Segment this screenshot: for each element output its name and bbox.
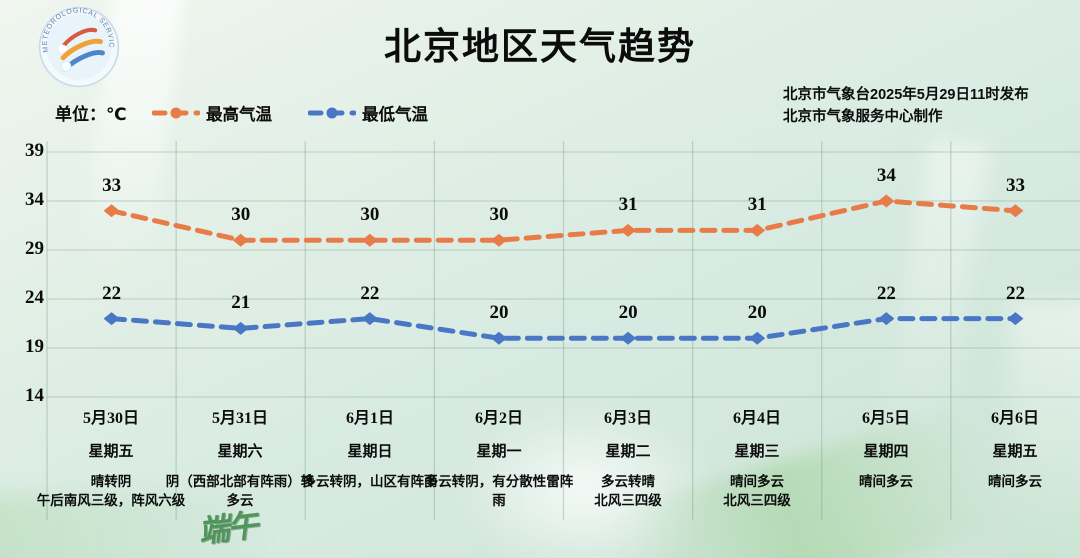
low-value-label: 22 bbox=[102, 282, 122, 304]
y-axis-tick-label: 39 bbox=[25, 140, 44, 161]
legend-low-label: 最低气温 bbox=[362, 106, 428, 124]
low-temp-legend-swatch bbox=[308, 107, 356, 119]
high-value-label: 34 bbox=[876, 165, 896, 186]
low-temp-marker bbox=[878, 312, 895, 326]
day-weather: 多云转阴，山区有阵雨 bbox=[302, 474, 438, 489]
y-axis-tick-label: 19 bbox=[25, 336, 44, 357]
y-axis-tick-label: 34 bbox=[25, 189, 44, 210]
day-weekday: 星期日 bbox=[347, 443, 393, 460]
page-title: 北京地区天气趋势 bbox=[384, 26, 696, 67]
release-info: 北京市气象台2025年5月29日11时发布 北京市气象服务中心制作 bbox=[783, 85, 1029, 129]
day-weekday: 星期三 bbox=[734, 443, 780, 460]
legend-high-temp: 最高气温 bbox=[152, 101, 272, 125]
day-column-3: 6月1日 星期日 多云转阴，山区有阵雨 bbox=[295, 404, 445, 492]
day-date: 5月30日 bbox=[82, 410, 139, 427]
day-date: 6月1日 bbox=[345, 410, 394, 427]
day-column-6: 6月4日 星期三 晴间多云 北风三四级 bbox=[682, 404, 832, 511]
high-value-label: 30 bbox=[360, 204, 380, 226]
low-value-label: 22 bbox=[1005, 282, 1025, 304]
day-weather: 多云转阴，有分散性雷阵雨 bbox=[424, 474, 574, 508]
day-weekday: 星期五 bbox=[992, 443, 1038, 460]
logo-red-swoosh bbox=[61, 27, 98, 48]
day-column-7: 6月5日 星期四 晴间多云 bbox=[811, 404, 961, 492]
day-weather: 晴间多云 bbox=[859, 474, 913, 489]
y-axis-tick-label: 24 bbox=[25, 287, 44, 308]
low-value-label: 20 bbox=[618, 302, 638, 324]
low-value-label: 20 bbox=[747, 302, 767, 324]
low-temp-marker bbox=[749, 331, 766, 345]
day-weather: 晴转阴 午后南风三级，阵风六级 bbox=[36, 474, 186, 508]
day-weekday: 星期五 bbox=[88, 443, 134, 460]
day-date: 5月31日 bbox=[211, 410, 268, 427]
logo-sun-mark bbox=[60, 60, 72, 72]
high-value-label: 33 bbox=[102, 174, 122, 196]
day-weekday: 星期六 bbox=[217, 443, 263, 460]
low-temp-line bbox=[109, 316, 1018, 341]
high-temp-line bbox=[109, 198, 1018, 243]
low-value-label: 22 bbox=[360, 282, 380, 304]
day-weekday: 星期一 bbox=[476, 443, 522, 460]
high-temp-marker bbox=[878, 194, 895, 208]
day-weekday: 星期二 bbox=[605, 443, 651, 460]
low-temp-marker bbox=[490, 331, 507, 345]
low-temp-marker bbox=[361, 312, 378, 326]
day-column-8: 6月6日 星期五 晴间多云 bbox=[940, 404, 1080, 492]
day-weather: 晴间多云 北风三四级 bbox=[723, 474, 791, 508]
high-temp-marker bbox=[620, 223, 637, 237]
legend-high-label: 最高气温 bbox=[206, 106, 272, 124]
high-value-label: 31 bbox=[747, 194, 767, 216]
legend-low-temp: 最低气温 bbox=[308, 101, 428, 125]
low-value-label: 22 bbox=[876, 282, 896, 304]
logo-orange-swoosh bbox=[60, 38, 103, 61]
high-temp-marker bbox=[1007, 204, 1024, 218]
dragon-boat-festival-stamp: 端午 bbox=[196, 507, 259, 551]
day-column-1: 5月30日 星期五 晴转阴 午后南风三级，阵风六级 bbox=[36, 404, 186, 511]
low-temp-marker bbox=[103, 312, 120, 326]
day-weather: 阴（西部北部有阵雨）转多云 bbox=[165, 474, 315, 508]
unit-label: 单位：℃ bbox=[55, 105, 127, 124]
high-value-label: 33 bbox=[1005, 174, 1025, 196]
day-weather: 多云转晴 北风三四级 bbox=[594, 474, 662, 508]
high-temp-legend-swatch bbox=[152, 107, 200, 119]
day-weekday: 星期四 bbox=[863, 443, 909, 460]
high-value-label: 30 bbox=[489, 204, 509, 226]
release-line-2: 北京市气象服务中心制作 bbox=[783, 108, 943, 125]
high-temp-marker bbox=[749, 223, 766, 237]
high-temp-marker bbox=[232, 233, 249, 247]
high-temp-marker bbox=[103, 204, 120, 218]
high-temp-marker bbox=[361, 233, 378, 247]
day-column-5: 6月3日 星期二 多云转晴 北风三四级 bbox=[553, 404, 703, 511]
low-temp-marker bbox=[1007, 312, 1024, 326]
day-date: 6月2日 bbox=[474, 410, 523, 427]
high-temp-marker bbox=[490, 233, 507, 247]
high-value-label: 31 bbox=[618, 194, 638, 216]
day-date: 6月4日 bbox=[732, 410, 781, 427]
y-axis-tick-label: 14 bbox=[25, 385, 44, 406]
low-value-label: 20 bbox=[489, 302, 509, 324]
low-temp-marker bbox=[232, 321, 249, 335]
day-column-4: 6月2日 星期一 多云转阴，有分散性雷阵雨 bbox=[424, 404, 574, 511]
day-weather: 晴间多云 bbox=[988, 474, 1042, 489]
low-temp-marker bbox=[620, 331, 637, 345]
day-date: 6月5日 bbox=[861, 410, 910, 427]
day-date: 6月3日 bbox=[603, 410, 652, 427]
logo-cloud-mark bbox=[58, 44, 67, 53]
day-date: 6月6日 bbox=[990, 410, 1039, 427]
low-value-label: 21 bbox=[231, 292, 251, 314]
high-value-label: 30 bbox=[231, 204, 251, 226]
y-axis-tick-label: 29 bbox=[25, 238, 44, 259]
day-column-2: 5月31日 星期六 阴（西部北部有阵雨）转多云 bbox=[165, 404, 315, 511]
release-line-1: 北京市气象台2025年5月29日11时发布 bbox=[783, 87, 1029, 103]
